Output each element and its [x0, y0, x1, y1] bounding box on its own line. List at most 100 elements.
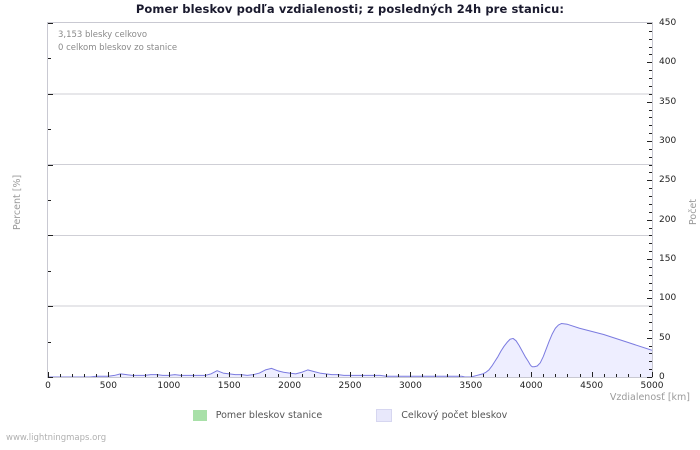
tick-mark: [447, 374, 448, 377]
tick-mark: [649, 172, 652, 173]
tick-mark: [649, 306, 652, 307]
tick-mark: [649, 86, 652, 87]
tick-mark: [649, 361, 652, 362]
y-tick-label-right: 300: [659, 136, 677, 146]
tick-mark: [48, 165, 53, 166]
tick-mark: [649, 110, 652, 111]
tick-mark: [649, 314, 652, 315]
tick-mark: [519, 374, 520, 377]
tick-mark: [120, 374, 121, 377]
tick-mark: [649, 47, 652, 48]
x-tick-label: 3000: [398, 381, 422, 391]
tick-mark: [84, 374, 85, 377]
tick-mark: [649, 39, 652, 40]
tick-mark: [649, 125, 652, 126]
tick-mark: [157, 374, 158, 377]
legend-swatch-station-ratio: [192, 410, 207, 421]
x-tick-label: 4000: [519, 381, 543, 391]
legend-swatch-total-count: [376, 409, 393, 422]
tick-mark: [338, 374, 339, 377]
tick-mark: [580, 374, 581, 377]
tick-mark: [543, 374, 544, 377]
tick-mark: [60, 374, 61, 377]
y-tick-label-right: 50: [659, 332, 671, 343]
tick-mark: [640, 374, 641, 377]
tick-mark: [422, 374, 423, 377]
tick-mark: [649, 165, 652, 166]
x-tick-label: 2000: [278, 381, 302, 391]
tick-mark: [302, 374, 303, 377]
tick-mark: [567, 374, 568, 377]
tick-mark: [555, 374, 556, 377]
tick-mark: [410, 372, 411, 377]
tick-mark: [647, 298, 652, 299]
tick-mark: [133, 374, 134, 377]
tick-mark: [48, 306, 53, 307]
x-tick-label: 0: [45, 381, 51, 391]
tick-mark: [435, 374, 436, 377]
tick-mark: [647, 180, 652, 181]
tick-mark: [507, 374, 508, 377]
tick-mark: [649, 275, 652, 276]
tick-mark: [649, 212, 652, 213]
x-tick-label: 3500: [459, 381, 483, 391]
x-tick-label: 4500: [580, 381, 604, 391]
tick-mark: [649, 117, 652, 118]
tick-mark: [647, 259, 652, 260]
tick-mark: [96, 374, 97, 377]
x-tick-label: 5000: [640, 381, 664, 391]
tick-mark: [628, 374, 629, 377]
tick-mark: [647, 141, 652, 142]
tick-mark: [649, 267, 652, 268]
y-tick-label-right: 350: [659, 96, 677, 107]
site-footer: www.lightningmaps.org: [6, 433, 107, 443]
tick-mark: [314, 374, 315, 377]
legend-label-total-count: Celkový počet bleskov: [401, 410, 508, 421]
tick-mark: [398, 374, 399, 377]
chart-annotation: 3,153 blesky celkovo 0 celkom bleskov zo…: [58, 29, 177, 54]
legend-item-station-ratio[interactable]: Pomer bleskov stanice: [192, 410, 323, 421]
tick-mark: [48, 377, 53, 378]
tick-mark: [649, 196, 652, 197]
tick-mark: [48, 342, 51, 343]
tick-mark: [592, 372, 593, 377]
tick-mark: [649, 322, 652, 323]
tick-mark: [350, 372, 351, 377]
tick-mark: [48, 200, 51, 201]
tick-mark: [649, 133, 652, 134]
y-tick-label-right: 100: [659, 293, 677, 304]
tick-mark: [649, 353, 652, 354]
tick-mark: [647, 102, 652, 103]
tick-mark: [647, 62, 652, 63]
tick-mark: [649, 235, 652, 236]
tick-mark: [48, 372, 49, 377]
legend-label-station-ratio: Pomer bleskov stanice: [215, 410, 323, 421]
tick-mark: [647, 220, 652, 221]
plot-area: [47, 22, 653, 378]
tick-mark: [108, 372, 109, 377]
tick-mark: [495, 374, 496, 377]
legend-item-total-count[interactable]: Celkový počet bleskov: [376, 409, 507, 422]
tick-mark: [253, 374, 254, 377]
tick-mark: [649, 251, 652, 252]
tick-mark: [649, 188, 652, 189]
y-tick-label-right: 400: [659, 57, 677, 68]
tick-mark: [649, 290, 652, 291]
tick-mark: [483, 374, 484, 377]
y-axis-label-left: Percent [%]: [12, 174, 23, 230]
y-tick-label-right: 200: [659, 214, 677, 225]
tick-mark: [205, 374, 206, 377]
tick-mark: [72, 374, 73, 377]
y-axis-label-right: Počet: [688, 199, 699, 225]
tick-mark: [278, 374, 279, 377]
tick-mark: [649, 31, 652, 32]
tick-mark: [181, 374, 182, 377]
tick-mark: [649, 283, 652, 284]
tick-mark: [193, 374, 194, 377]
tick-mark: [649, 369, 652, 370]
annotation-station-strikes: 0 celkom bleskov zo stanice: [58, 42, 178, 53]
tick-mark: [649, 157, 652, 158]
x-axis-label: Vzdialenosť [km]: [609, 392, 690, 403]
tick-mark: [649, 70, 652, 71]
